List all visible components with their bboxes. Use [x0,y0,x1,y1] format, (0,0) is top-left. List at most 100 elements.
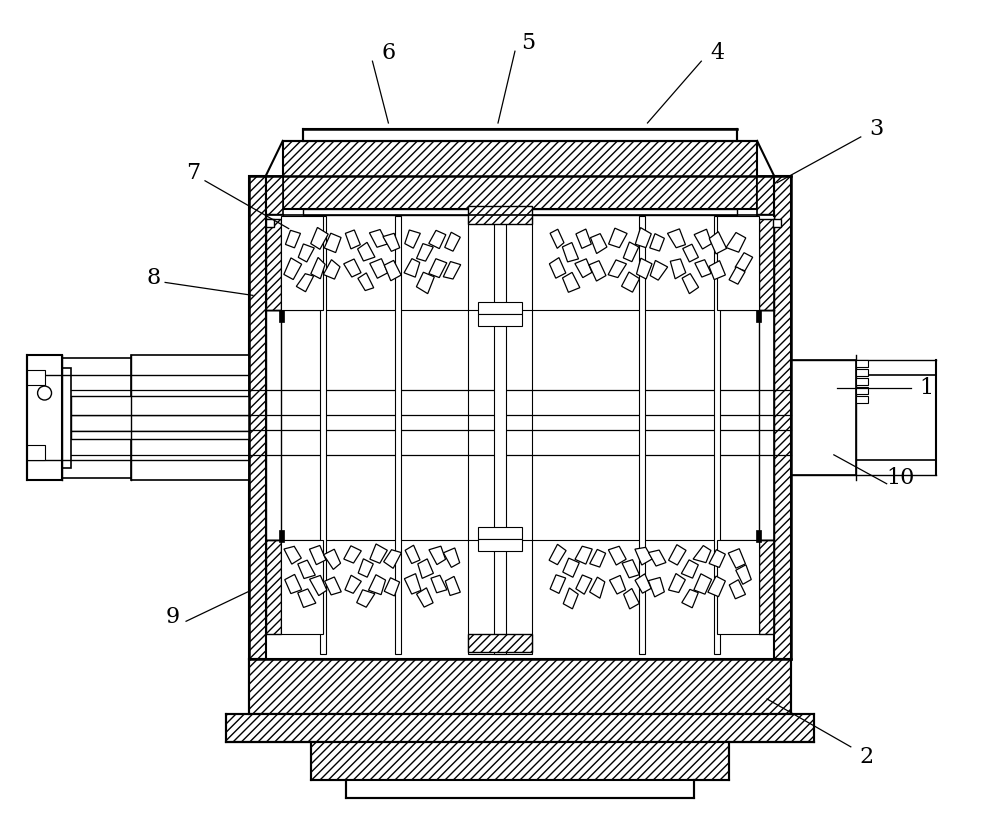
Polygon shape [709,232,727,254]
Polygon shape [669,545,686,565]
Polygon shape [683,244,698,262]
Polygon shape [285,575,302,593]
Bar [478,527,522,538]
Polygon shape [344,546,361,563]
Bar [27,355,62,480]
Bar [478,302,522,315]
Bar [856,375,936,460]
Bar [791,375,856,460]
Polygon shape [693,546,711,563]
Polygon shape [635,574,651,593]
Polygon shape [325,577,341,595]
Polygon shape [443,262,461,279]
Bar [281,215,323,311]
Text: 9: 9 [166,606,180,628]
Polygon shape [563,588,578,609]
Text: 4: 4 [710,42,724,64]
Polygon shape [429,546,446,564]
Text: 1: 1 [919,377,934,399]
Bar [279,311,284,322]
Polygon shape [358,242,375,261]
Polygon shape [669,573,685,593]
Bar [468,634,532,652]
Polygon shape [266,176,283,215]
Bar [27,445,45,460]
Polygon shape [324,550,341,569]
Polygon shape [608,546,626,565]
Polygon shape [298,560,315,579]
Polygon shape [709,550,725,567]
Bar [71,415,249,431]
Polygon shape [589,261,606,281]
Polygon shape [431,576,447,593]
Polygon shape [670,259,686,279]
Polygon shape [357,589,375,607]
Polygon shape [562,242,579,262]
Text: 8: 8 [146,267,160,289]
Polygon shape [735,253,753,271]
Bar [478,538,522,550]
Bar [856,396,868,403]
Polygon shape [310,576,327,596]
Text: 2: 2 [860,746,874,767]
Bar [27,370,45,385]
Polygon shape [309,546,326,565]
Polygon shape [550,229,564,248]
Polygon shape [370,544,387,563]
Polygon shape [417,244,433,261]
Polygon shape [563,559,579,577]
Polygon shape [369,229,387,247]
Polygon shape [681,560,698,578]
Bar [478,315,522,326]
Polygon shape [590,233,607,254]
Polygon shape [344,259,361,277]
Bar [791,360,856,475]
Polygon shape [345,576,361,593]
Polygon shape [345,230,360,249]
Bar [266,214,283,219]
Polygon shape [623,242,639,262]
Polygon shape [285,230,300,248]
Polygon shape [575,259,592,277]
Polygon shape [429,230,446,249]
Polygon shape [736,565,751,585]
Polygon shape [622,272,639,292]
Bar [468,215,532,654]
Bar [279,529,284,541]
Bar [303,209,737,215]
Bar [756,529,761,541]
Polygon shape [284,258,302,280]
Polygon shape [648,577,664,597]
Polygon shape [575,546,592,564]
Bar [249,659,791,714]
Bar [856,387,868,394]
Polygon shape [445,233,460,251]
Polygon shape [549,544,566,565]
Polygon shape [728,549,745,568]
Polygon shape [323,259,340,279]
Bar [62,359,131,478]
Polygon shape [370,259,388,278]
Polygon shape [682,589,698,608]
Bar [266,219,274,227]
Polygon shape [708,576,725,597]
Bar [856,360,868,367]
Polygon shape [694,229,712,249]
Polygon shape [667,229,685,248]
Polygon shape [384,550,401,568]
Polygon shape [418,559,433,578]
Polygon shape [417,588,433,607]
Text: 10: 10 [886,467,915,489]
Polygon shape [635,547,652,565]
Polygon shape [311,258,325,279]
Bar [759,215,774,311]
Polygon shape [445,576,460,595]
Polygon shape [729,580,745,599]
Polygon shape [757,176,774,215]
Polygon shape [622,559,639,578]
Text: 6: 6 [381,42,395,64]
Bar [47,368,71,467]
Polygon shape [266,311,281,540]
Polygon shape [404,259,420,277]
Polygon shape [405,230,420,248]
